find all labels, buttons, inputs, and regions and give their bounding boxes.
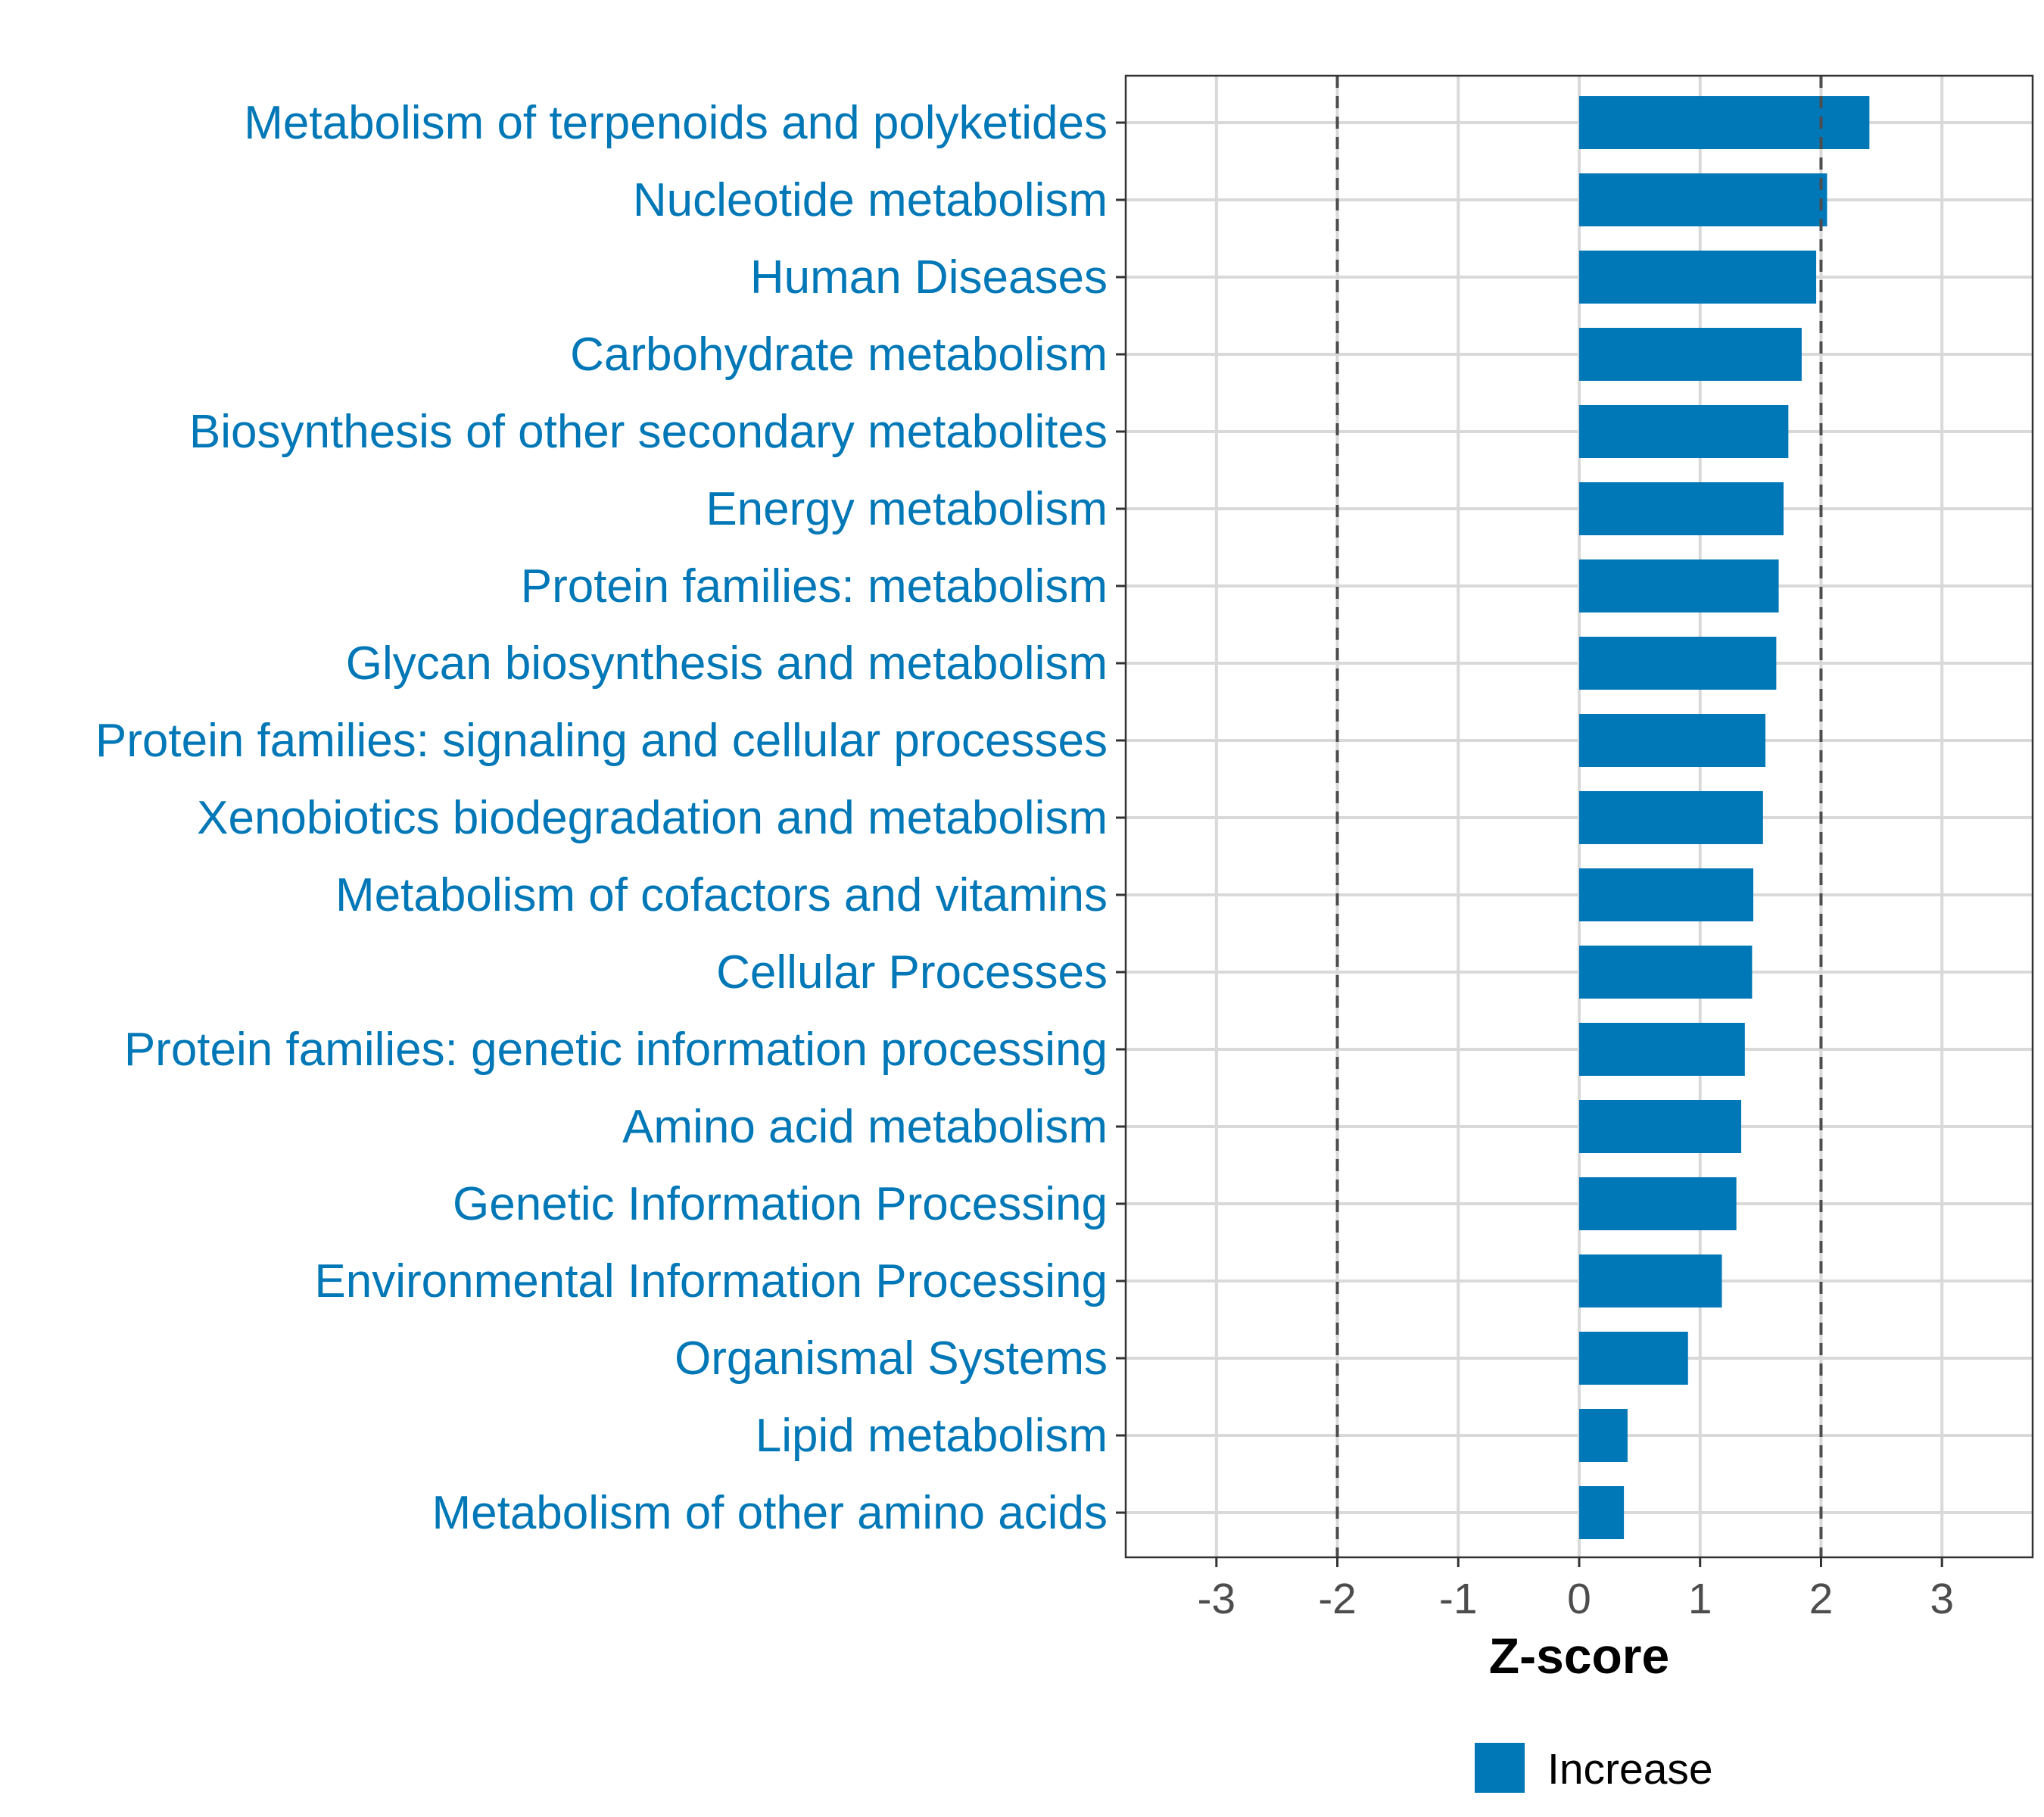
category-label: Lipid metabolism	[756, 1410, 1108, 1462]
bar	[1579, 1332, 1688, 1385]
bar	[1579, 482, 1784, 535]
bar	[1579, 1100, 1742, 1153]
x-tick-label: -3	[1197, 1575, 1235, 1623]
category-label: Energy metabolism	[706, 483, 1108, 535]
threshold-lines	[1335, 76, 1823, 1557]
x-tick-label: 0	[1567, 1575, 1591, 1623]
bar	[1579, 1177, 1737, 1230]
bar	[1579, 1023, 1745, 1076]
category-label: Glycan biosynthesis and metabolism	[346, 637, 1108, 690]
category-label: Protein families: genetic information pr…	[124, 1024, 1108, 1076]
category-label: Organismal Systems	[675, 1332, 1108, 1385]
category-label: Amino acid metabolism	[622, 1101, 1108, 1153]
legend-label-increase: Increase	[1547, 1745, 1713, 1794]
y-axis-ticks	[1116, 121, 1126, 1514]
category-label: Carbohydrate metabolism	[570, 329, 1108, 381]
category-label: Metabolism of other amino acids	[432, 1487, 1108, 1539]
bar	[1579, 328, 1802, 381]
bar	[1579, 637, 1777, 690]
category-label: Biosynthesis of other secondary metaboli…	[189, 406, 1108, 458]
category-label: Protein families: signaling and cellular…	[95, 715, 1108, 767]
x-tick-labels: -3 -2 -1 0 1 2 3	[1197, 1575, 1954, 1623]
x-tick-label: -2	[1318, 1575, 1357, 1623]
category-label: Metabolism of terpenoids and polyketides	[244, 97, 1108, 149]
bar	[1579, 714, 1765, 767]
x-axis-title: Z-score	[1489, 1628, 1669, 1684]
x-tick-label: -1	[1439, 1575, 1478, 1623]
bar	[1579, 1486, 1625, 1539]
bar	[1579, 946, 1753, 999]
bar	[1579, 251, 1817, 304]
bar	[1579, 1254, 1722, 1307]
x-tick-label: 2	[1809, 1575, 1834, 1623]
bar	[1579, 173, 1827, 226]
x-tick-label: 3	[1930, 1575, 1954, 1623]
bar	[1579, 96, 1870, 149]
bar	[1579, 405, 1789, 458]
legend-key-increase	[1475, 1743, 1525, 1793]
category-label: Metabolism of cofactors and vitamins	[335, 869, 1108, 921]
bar	[1579, 868, 1754, 921]
category-label: Nucleotide metabolism	[633, 174, 1108, 226]
category-label: Protein families: metabolism	[521, 560, 1108, 612]
category-label: Genetic Information Processing	[453, 1178, 1108, 1230]
bar	[1579, 791, 1763, 844]
bar	[1579, 1409, 1628, 1462]
category-labels: Metabolism of terpenoids and polyketides…	[95, 97, 1108, 1539]
category-label: Human Diseases	[750, 251, 1108, 304]
category-label: Environmental Information Processing	[314, 1255, 1108, 1307]
category-label: Cellular Processes	[716, 946, 1108, 999]
category-label: Xenobiotics biodegradation and metabolis…	[197, 792, 1108, 844]
bar	[1579, 559, 1779, 612]
x-tick-label: 1	[1688, 1575, 1712, 1623]
legend: Increase	[1475, 1743, 1713, 1794]
x-axis-ticks	[1215, 1557, 1943, 1567]
